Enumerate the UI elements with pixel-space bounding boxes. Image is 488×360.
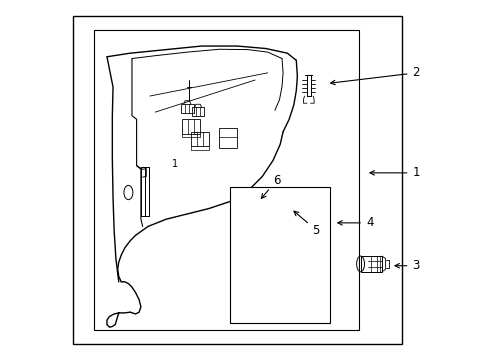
Bar [190,132,208,146]
Bar [252,204,268,216]
Text: 4: 4 [337,216,373,229]
Bar [257,270,285,275]
Text: 2: 2 [330,66,419,85]
Bar [360,256,381,272]
Text: 3: 3 [394,259,419,272]
Bar [252,290,289,296]
Text: 6: 6 [261,174,280,198]
Bar [230,187,329,323]
Bar [94,30,358,330]
Bar [219,128,237,148]
Text: 5: 5 [293,211,319,237]
Bar [268,207,272,214]
Text: 1: 1 [171,159,178,169]
Bar [181,104,193,113]
Bar [191,108,204,116]
Bar [182,119,200,134]
Text: 1: 1 [369,166,419,179]
